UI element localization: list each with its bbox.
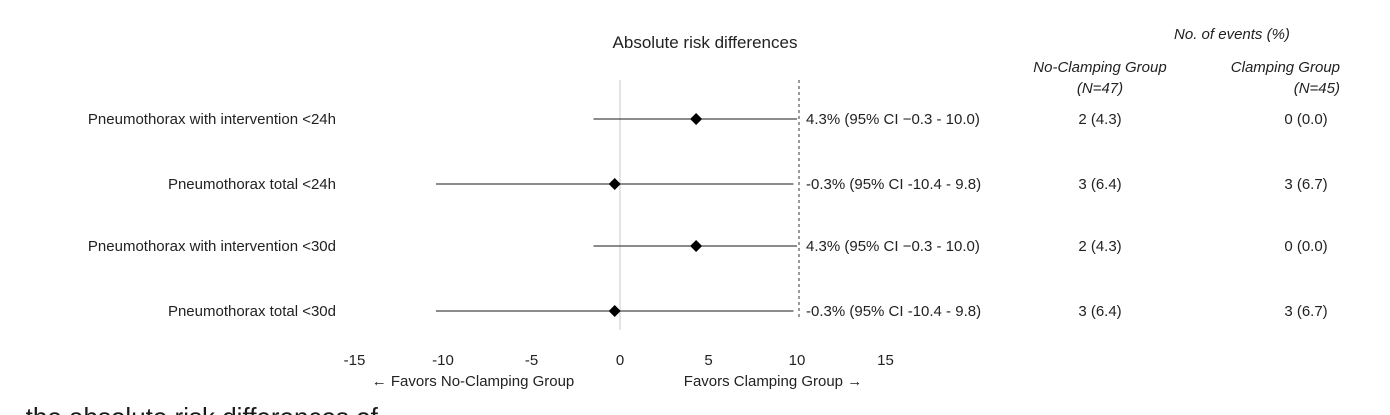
x-tick-label: -15	[344, 352, 366, 369]
x-tick-label: 10	[789, 352, 806, 369]
x-tick-label: -5	[525, 352, 538, 369]
ci-text: -0.3% (95% CI -10.4 - 9.8)	[806, 303, 981, 320]
row-label: Pneumothorax with intervention <30d	[88, 238, 336, 255]
row-label: Pneumothorax total <24h	[168, 176, 336, 193]
caption-fragment-strip: ...the absolute risk differences of...	[0, 396, 1390, 415]
point-estimate-marker	[690, 113, 703, 125]
group1-name: No-Clamping Group	[1033, 59, 1166, 76]
caption-fragment: ...the absolute risk differences of...	[4, 402, 400, 415]
direction-label-left: ← Favors No-Clamping Group	[372, 373, 575, 390]
group1-events: 3 (6.4)	[1078, 303, 1121, 320]
x-axis-ticks: -15 -10 -5 0 5 10 15	[344, 352, 894, 369]
x-tick-label: 5	[704, 352, 712, 369]
group1-events: 2 (4.3)	[1078, 111, 1121, 128]
ci-text: 4.3% (95% CI −0.3 - 10.0)	[806, 111, 980, 128]
group2-name: Clamping Group	[1231, 59, 1340, 76]
row-label: Pneumothorax with intervention <24h	[88, 111, 336, 128]
x-tick-label: 15	[877, 352, 894, 369]
events-header: No. of events (%)	[1174, 26, 1290, 43]
group2-events: 0 (0.0)	[1284, 238, 1327, 255]
group2-events: 0 (0.0)	[1284, 111, 1327, 128]
ci-text: -0.3% (95% CI -10.4 - 9.8)	[806, 176, 981, 193]
group2-events: 3 (6.7)	[1284, 176, 1327, 193]
ci-text: 4.3% (95% CI −0.3 - 10.0)	[806, 238, 980, 255]
group2-n: (N=45)	[1294, 80, 1340, 97]
point-estimate-marker	[608, 305, 621, 317]
x-tick-label: 0	[616, 352, 624, 369]
forest-rows: Pneumothorax with intervention <24h 4.3% …	[88, 111, 1328, 320]
direction-label-right: Favors Clamping Group →	[684, 373, 862, 390]
row-label: Pneumothorax total <30d	[168, 303, 336, 320]
group1-events: 2 (4.3)	[1078, 238, 1121, 255]
group1-events: 3 (6.4)	[1078, 176, 1121, 193]
group1-n: (N=47)	[1077, 80, 1123, 97]
x-tick-label: -10	[432, 352, 454, 369]
forest-plot: Absolute risk differences No. of events …	[88, 26, 1340, 390]
point-estimate-marker	[690, 240, 703, 252]
chart-title: Absolute risk differences	[613, 33, 798, 52]
point-estimate-marker	[608, 178, 621, 190]
group2-events: 3 (6.7)	[1284, 303, 1327, 320]
